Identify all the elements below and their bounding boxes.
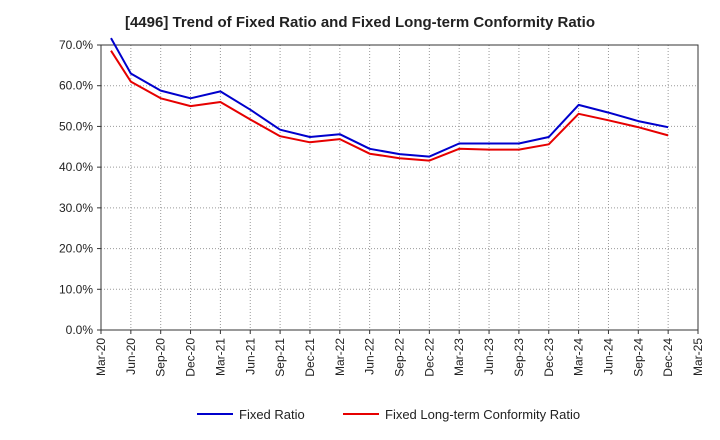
x-tick-label: Sep-23 — [512, 338, 526, 377]
x-tick-label: Jun-23 — [482, 338, 496, 375]
x-tick-label: Dec-22 — [422, 338, 436, 377]
x-tick-label: Jun-21 — [243, 338, 257, 375]
x-tick-label: Mar-23 — [452, 338, 466, 376]
series-line-2 — [110, 50, 669, 162]
y-tick-label: 60.0% — [59, 79, 93, 93]
grid-layer — [101, 44, 699, 330]
x-tick-label: Mar-25 — [691, 338, 705, 376]
x-tick-label: Jun-24 — [601, 338, 615, 375]
y-tick-label: 70.0% — [59, 38, 93, 52]
axes-layer: 0.0% 10.0% 20.0% 30.0% 40.0% 50.0% 60.0% 70.0% M… — [59, 38, 705, 377]
legend-label-2: Fixed Long-term Conformity Ratio — [385, 407, 580, 422]
y-tick-label: 40.0% — [59, 160, 93, 174]
x-tick-label: Mar-24 — [572, 338, 586, 376]
legend-label-1: Fixed Ratio — [239, 407, 305, 422]
x-tick-label: Sep-20 — [154, 338, 168, 377]
x-tick-label: Dec-24 — [661, 338, 675, 377]
x-tick-label: Jun-22 — [363, 338, 377, 375]
x-tick-label: Dec-20 — [184, 338, 198, 377]
y-tick-label: 50.0% — [59, 119, 93, 133]
y-tick-label: 30.0% — [59, 201, 93, 215]
y-tick-label: 10.0% — [59, 282, 93, 296]
x-tick-label: Sep-21 — [273, 338, 287, 377]
chart-title: [4496] Trend of Fixed Ratio and Fixed Lo… — [124, 14, 596, 31]
x-tick-label: Dec-21 — [303, 338, 317, 377]
x-tick-label: Sep-22 — [393, 338, 407, 377]
series-layer — [110, 37, 669, 162]
y-tick-label: 0.0% — [66, 323, 94, 337]
x-tick-label: Dec-23 — [542, 338, 556, 377]
y-tick-label: 20.0% — [59, 242, 93, 256]
series-line-1 — [110, 37, 669, 158]
x-tick-label: Mar-22 — [333, 338, 347, 376]
x-tick-label: Mar-20 — [94, 338, 108, 376]
x-tick-label: Jun-20 — [124, 338, 138, 375]
x-tick-label: Mar-21 — [213, 338, 227, 376]
legend: Fixed Ratio Fixed Long-term Conformity Ra… — [197, 407, 580, 422]
x-tick-label: Sep-24 — [631, 338, 645, 377]
